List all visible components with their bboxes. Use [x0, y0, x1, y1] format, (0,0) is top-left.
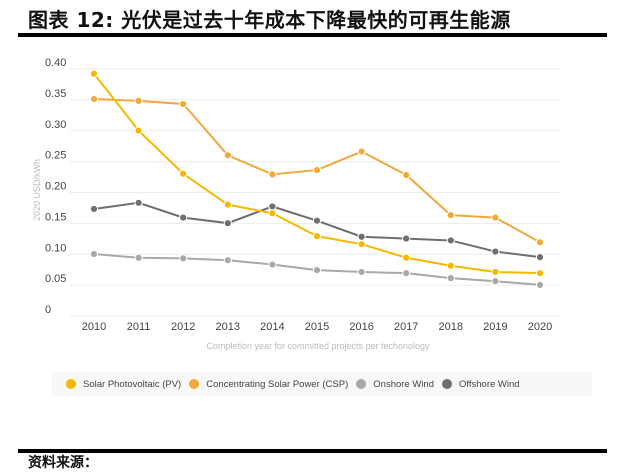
data-point [491, 277, 500, 286]
line-chart: 0 0.05 0.10 0.15 0.20 0.25 0.30 0.35 0.40 2010 201… [32, 57, 560, 351]
data-point [89, 94, 99, 104]
y-tick-label: 0.30 [45, 119, 66, 131]
data-point [446, 236, 455, 245]
data-point [268, 209, 277, 218]
data-point [446, 211, 455, 220]
data-point [179, 169, 188, 178]
data-point [223, 200, 232, 209]
y-tick-label: 0.25 [45, 150, 66, 162]
data-point [268, 170, 277, 179]
footer-rule [18, 449, 607, 453]
title-rule [18, 33, 607, 37]
data-point [179, 254, 188, 263]
data-point [535, 238, 545, 247]
data-point [535, 253, 545, 262]
series-onshore-wind [89, 249, 545, 290]
data-point [312, 232, 322, 241]
legend: Solar Photovoltaic (PV) Concentrating Sol… [52, 372, 592, 396]
x-tick-label: 2015 [305, 321, 329, 333]
data-point [134, 253, 143, 262]
x-tick-label: 2014 [260, 321, 284, 333]
x-tick-label: 2018 [439, 321, 463, 333]
y-tick-label: 0.40 [45, 57, 66, 69]
data-point [312, 265, 322, 275]
data-point [402, 170, 411, 180]
data-point [357, 147, 366, 156]
data-point [446, 274, 455, 283]
legend-label: Concentrating Solar Power (CSP) [206, 378, 349, 390]
data-point [89, 204, 99, 214]
y-tick-label: 0.10 [45, 242, 66, 254]
data-point [134, 198, 143, 207]
data-point [312, 216, 322, 225]
data-point [134, 96, 143, 106]
source-note: 资料来源： [28, 455, 98, 471]
legend-item: Concentrating Solar Power (CSP) [189, 379, 348, 390]
series-offshore-wind [89, 198, 545, 262]
legend-dot-icon [189, 379, 200, 389]
data-point [223, 219, 232, 228]
data-point [357, 267, 366, 277]
data-point [223, 151, 232, 160]
legend-label: Onshore Wind [373, 378, 434, 390]
figure-title: 图表 12: 光伏是过去十年成本下降最快的可再生能源 [28, 8, 511, 32]
data-point [535, 280, 545, 290]
x-tick-label: 2010 [82, 321, 106, 333]
x-tick-label: 2016 [349, 321, 373, 333]
x-tick-label: 2020 [528, 321, 552, 333]
legend-label: Offshore Wind [459, 378, 520, 390]
legend-dot-icon [66, 379, 76, 389]
data-point [89, 249, 99, 259]
data-point [491, 213, 500, 222]
data-point [446, 261, 455, 270]
legend-dot-icon [442, 379, 452, 389]
legend-item: Solar Photovoltaic (PV) [66, 379, 181, 390]
data-point [89, 69, 99, 78]
data-point [535, 269, 545, 278]
x-tick-label: 2019 [483, 321, 507, 333]
data-point [134, 126, 143, 135]
legend-dot-icon [356, 379, 367, 389]
series-line [93, 201, 541, 259]
data-point [402, 234, 411, 243]
data-point [357, 232, 366, 241]
y-tick-label: 0.35 [45, 88, 66, 100]
data-point [312, 165, 322, 175]
y-tick-label: 0.15 [45, 211, 66, 223]
x-axis-label: Completion year for committed projects p… [206, 341, 430, 351]
x-tick-label: 2013 [216, 321, 240, 333]
y-axis-label: 2020 USD/kWh [32, 159, 42, 221]
legend-label: Solar Photovoltaic (PV) [83, 378, 182, 390]
data-point [179, 99, 188, 109]
series-solar-photovoltaic-pv- [89, 69, 545, 278]
data-point [268, 260, 277, 269]
y-tick-label: 0.20 [45, 181, 66, 193]
x-tick-label: 2017 [394, 321, 418, 333]
data-point [402, 269, 411, 278]
y-tick-label: 0 [45, 304, 51, 316]
legend-item: Onshore Wind [356, 379, 434, 390]
data-point [179, 213, 188, 222]
data-point [223, 256, 232, 265]
legend-item: Offshore Wind [442, 379, 520, 390]
data-point [402, 253, 411, 262]
x-tick-label: 2012 [171, 321, 195, 333]
data-point [491, 247, 500, 256]
data-point [268, 202, 277, 211]
x-tick-label: 2011 [127, 321, 151, 333]
y-tick-label: 0.05 [45, 273, 66, 285]
series-concentrating-solar-power-csp- [89, 94, 545, 247]
data-point [491, 267, 500, 277]
data-point [357, 240, 366, 249]
